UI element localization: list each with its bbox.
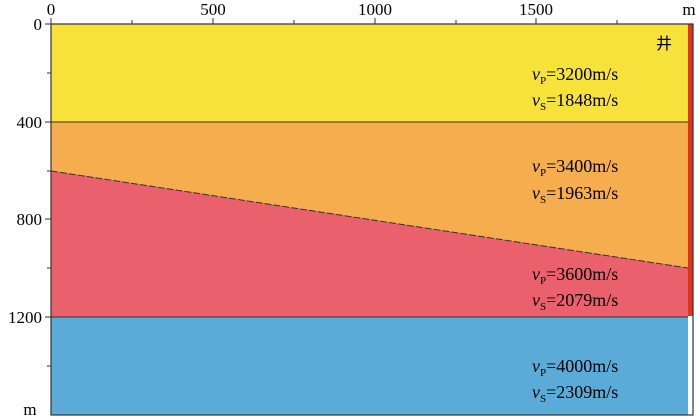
layer-3-vs: vS=2079m/s: [532, 290, 618, 313]
x-tick-label-500: 500: [200, 0, 226, 19]
vs-symbol: v: [532, 90, 540, 110]
vp-subscript: P: [540, 167, 546, 179]
vp-value: =3200m/s: [546, 64, 618, 84]
boundary-dipping: [50, 170, 689, 269]
vs-symbol: v: [532, 290, 540, 310]
vp-subscript: P: [540, 367, 546, 379]
vs-symbol: v: [532, 183, 540, 203]
y-tick-label-1200: 1200: [8, 308, 42, 327]
x-tick-label-1000: 1000: [358, 0, 392, 19]
vp-symbol: v: [532, 264, 540, 284]
vs-value: =2079m/s: [546, 290, 618, 310]
layer-4-fill: [51, 317, 688, 415]
vs-value: =2309m/s: [546, 382, 618, 402]
y-tick-label-800: 800: [17, 210, 43, 229]
vp-value: =4000m/s: [546, 356, 618, 376]
vp-subscript: P: [540, 275, 546, 287]
layer-3-vp: vP=3600m/s: [532, 264, 618, 287]
layer-3-fill: [51, 171, 688, 317]
vs-value: =1963m/s: [546, 183, 618, 203]
x-tick-label-0: 0: [47, 0, 56, 19]
layer-1-label: vP=3200m/s vS=1848m/s: [532, 64, 618, 113]
vs-subscript: S: [540, 393, 546, 405]
vp-subscript: P: [540, 75, 546, 87]
vp-value: =3600m/s: [546, 264, 618, 284]
vp-symbol: v: [532, 64, 540, 84]
vs-symbol: v: [532, 382, 540, 402]
layer-4-vp: vP=4000m/s: [532, 356, 618, 379]
layer-3-label: vP=3600m/s vS=2079m/s: [532, 264, 618, 313]
layer-2-vs: vS=1963m/s: [532, 183, 618, 206]
vs-subscript: S: [540, 301, 546, 313]
layer-1-fill: [51, 24, 688, 122]
vp-symbol: v: [532, 356, 540, 376]
x-tick-label-1500: 1500: [519, 0, 553, 19]
vp-value: =3400m/s: [546, 156, 618, 176]
layer-2-vp: vP=3400m/s: [532, 156, 618, 179]
y-tick-label-400: 400: [17, 113, 43, 132]
layer-2-label: vP=3400m/s vS=1963m/s: [532, 156, 618, 206]
y-axis-unit: m: [23, 400, 36, 418]
vs-subscript: S: [540, 194, 546, 206]
y-axis: 0 400 800 1200 m: [8, 15, 51, 418]
layer-4-vs: vS=2309m/s: [532, 382, 618, 405]
vp-symbol: v: [532, 156, 540, 176]
vs-value: =1848m/s: [546, 90, 618, 110]
vs-subscript: S: [540, 101, 546, 113]
x-axis-unit: m: [682, 0, 695, 19]
y-tick-label-0: 0: [34, 15, 43, 34]
well-label: 井: [656, 34, 672, 53]
well-line: [688, 24, 693, 316]
layer-1-vp: vP=3200m/s: [532, 64, 618, 87]
layer-4-label: vP=4000m/s vS=2309m/s: [532, 356, 618, 405]
layer-1-vs: vS=1848m/s: [532, 90, 618, 113]
x-axis: 0 500 1000 1500 m: [47, 0, 696, 24]
